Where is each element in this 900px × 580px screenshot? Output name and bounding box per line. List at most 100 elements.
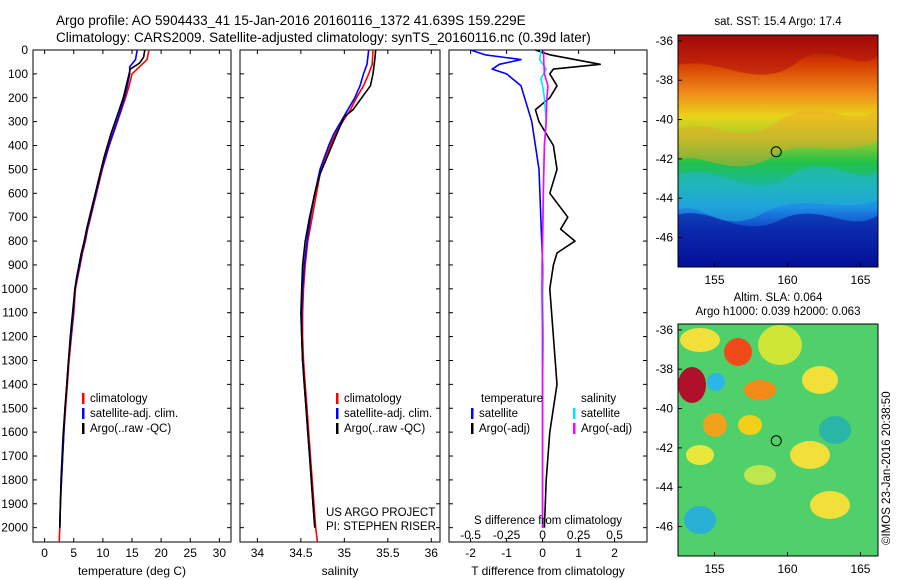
legend-temp-argo: Argo(-adj)	[479, 423, 530, 435]
legend-satellite: satellite-adj. clim.	[90, 408, 178, 420]
y-tick-label: 1900	[1, 497, 28, 511]
x-tick-label: 1	[575, 546, 582, 560]
temperature-xlabel: temperature (deg C)	[78, 564, 186, 578]
x-tick-label: 10	[96, 546, 110, 560]
x2-tick-label: -0.25	[493, 528, 521, 542]
x-tick-label: 20	[154, 546, 168, 560]
figure-title-line1: Argo profile: AO 5904433_41 15-Jan-2016 …	[56, 13, 526, 28]
sla-map-subtitle: Argo h1000: 0.039 h2000: 0.063	[696, 306, 861, 318]
map-y-tick-label: -42	[656, 441, 674, 455]
legend-swatch-argo	[336, 423, 339, 434]
temperature-panel: 0100200300400500600700800900100011001200…	[1, 43, 647, 578]
temperature-legend: climatology satellite-adj. clim. Argo(..…	[82, 393, 178, 435]
legend-swatch-temp-satellite	[471, 408, 474, 419]
map-y-tick-label: -46	[656, 231, 674, 245]
x-tick-label: 34.5	[289, 546, 313, 560]
figure-title-line2: Climatology: CARS2009. Satellite-adjuste…	[56, 30, 591, 45]
salinity-axes-frame	[239, 49, 441, 543]
legend-swatch-sal-satellite	[573, 408, 576, 419]
x-tick-label: 15	[125, 546, 139, 560]
legend-swatch-sal-argo	[573, 423, 576, 434]
legend-swatch-satellite	[336, 408, 339, 419]
salinity-legend: climatology satellite-adj. clim. Argo(..…	[336, 393, 432, 435]
x-tick-label: 35	[338, 546, 352, 560]
difference-lines	[470, 49, 602, 528]
x-tick-label: 0	[41, 546, 48, 560]
legend-swatch-temp-argo	[471, 423, 474, 434]
y-tick-label: 1400	[1, 377, 28, 391]
y-tick-label: 2000	[1, 521, 28, 535]
map-x-tick-label: 155	[704, 562, 724, 576]
salinity-difference-label: S difference from climatology	[474, 515, 622, 527]
x-tick-label: -2	[465, 546, 476, 560]
series-line-argo-raw-qc-	[59, 49, 146, 528]
argo-location-marker	[770, 146, 782, 158]
legend-argo: Argo(..raw -QC)	[90, 423, 171, 435]
y-tick-label: 300	[8, 115, 28, 129]
map-y-tick-label: -40	[656, 402, 674, 416]
x-tick-label: 5	[70, 546, 77, 560]
x2-tick-label: -0.5	[460, 528, 481, 542]
depth-axis: 0 100 200 300 400 500 600 700 800 900 1000 1100 1200…	[1, 43, 647, 535]
difference-legend: temperature salinity satellite Argo(-adj…	[471, 393, 632, 435]
y-tick-label: 500	[8, 162, 28, 176]
y-tick-label: 400	[8, 139, 28, 153]
y-tick-label: 100	[8, 67, 28, 81]
legend-climatology: climatology	[90, 393, 148, 405]
sst-map-axes: 155 160 165 -36 -38 -40 -42 -44 -46	[656, 34, 871, 287]
x2-tick-label: 0.25	[567, 528, 591, 542]
x-tick-label: 0	[539, 546, 546, 560]
y-tick-label: 700	[8, 210, 28, 224]
map-y-tick-label: -44	[656, 480, 674, 494]
y-tick-label: 1500	[1, 401, 28, 415]
y-tick-label: 900	[8, 258, 28, 272]
temperature-profile-lines	[58, 49, 150, 543]
map-x-tick-label: 155	[704, 273, 724, 287]
salinity-xlabel: salinity	[322, 564, 359, 578]
sst-map-panel: sat. SST: 15.4 Argo: 17.4 155 160 165 -36 -3…	[656, 16, 879, 287]
map-y-tick-label: -36	[656, 34, 674, 48]
imos-watermark: ©IMOS 23-Jan-2016 20:38:50	[881, 391, 893, 545]
x-tick-label: 30	[213, 546, 227, 560]
credit-project: US ARGO PROJECT	[326, 507, 435, 519]
map-y-tick-label: -44	[656, 191, 674, 205]
temperature-x-axis: 0 5 10 15 20 25 30	[41, 50, 226, 560]
x-tick-label: 25	[184, 546, 198, 560]
legend-climatology: climatology	[344, 393, 402, 405]
salinity-difference-ticks: -0.5 -0.25 0 0.25 0.5	[460, 528, 623, 542]
y-tick-label: 200	[8, 91, 28, 105]
legend-argo: Argo(..raw -QC)	[344, 423, 425, 435]
map-x-tick-label: 165	[850, 562, 870, 576]
map-y-tick-label: -38	[656, 362, 674, 376]
map-y-tick-label: -42	[656, 152, 674, 166]
map-y-tick-label: -38	[656, 73, 674, 87]
series-line-argo-raw-qc-	[300, 49, 377, 528]
legend-salinity-title: salinity	[581, 393, 616, 405]
x2-tick-label: 0	[539, 528, 546, 542]
series-line-salinity-argo-adj-	[541, 50, 549, 528]
legend-swatch-climatology	[82, 393, 85, 404]
legend-temp-satellite: satellite	[479, 408, 518, 420]
sla-map-panel: Altim. SLA: 0.064 Argo h1000: 0.039 h200…	[656, 292, 879, 576]
x-tick-label: 2	[611, 546, 618, 560]
y-tick-label: 1700	[1, 449, 28, 463]
map-y-tick-label: -40	[656, 113, 674, 127]
y-tick-label: 1200	[1, 330, 28, 344]
salinity-profile-lines	[300, 49, 377, 543]
argo-location-marker	[770, 435, 782, 447]
y-tick-label: 600	[8, 186, 28, 200]
series-line-satellite-adj-clim-	[59, 49, 138, 528]
y-tick-label: 1800	[1, 473, 28, 487]
series-line-climatology	[58, 49, 150, 543]
x-tick-label: 34	[251, 546, 265, 560]
map-x-tick-label: 160	[777, 562, 797, 576]
map-y-tick-label: -36	[656, 323, 674, 337]
x-tick-label: 35.5	[376, 546, 400, 560]
sst-map-title: sat. SST: 15.4 Argo: 17.4	[714, 16, 842, 28]
y-tick-label: 0	[21, 43, 28, 57]
y-tick-label: 800	[8, 234, 28, 248]
salinity-panel: 34 34.5 35 35.5 36 salinity climatology sate…	[239, 49, 441, 578]
difference-panel: -2 -1 0 1 2 S difference from climatology -0…	[448, 49, 648, 578]
legend-sal-argo: Argo(-adj)	[581, 423, 632, 435]
